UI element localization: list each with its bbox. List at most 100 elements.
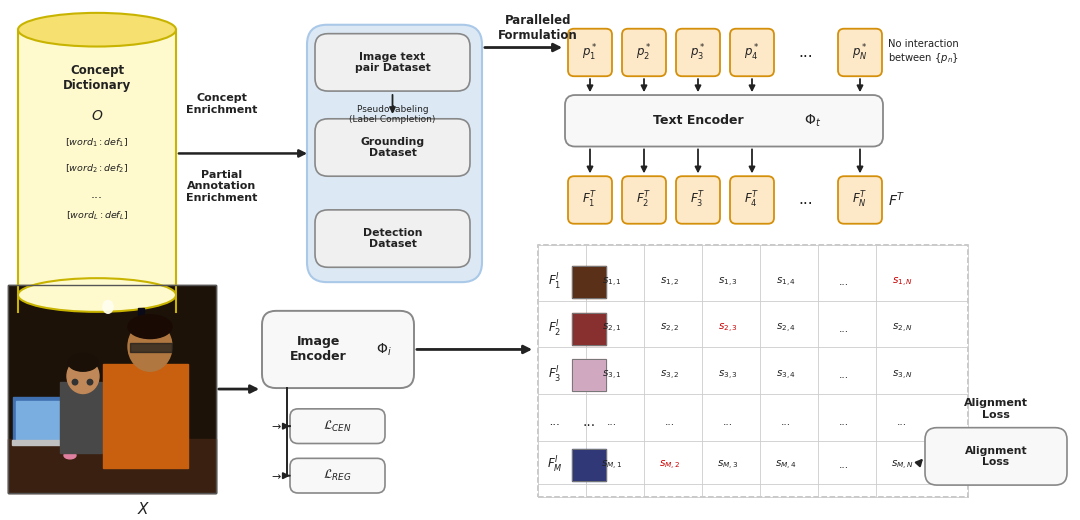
FancyBboxPatch shape [307, 25, 482, 282]
Text: Alignment
Loss: Alignment Loss [964, 446, 1027, 467]
Text: Concept
Enrichment: Concept Enrichment [187, 93, 258, 115]
FancyBboxPatch shape [315, 34, 470, 91]
Text: Partial
Annotation
Enrichment: Partial Annotation Enrichment [187, 170, 258, 203]
Text: $F_3^I$: $F_3^I$ [549, 365, 562, 385]
FancyBboxPatch shape [676, 29, 720, 76]
Text: ...: ... [550, 415, 561, 428]
Text: Alignment
Loss: Alignment Loss [964, 398, 1028, 420]
Ellipse shape [87, 380, 93, 385]
FancyBboxPatch shape [262, 311, 414, 388]
Text: $s_{1,N}$: $s_{1,N}$ [891, 276, 913, 289]
Text: $s_{M,1}$: $s_{M,1}$ [602, 459, 623, 472]
Text: $s_{3,N}$: $s_{3,N}$ [891, 369, 913, 382]
FancyBboxPatch shape [622, 29, 666, 76]
Text: $s_{3,1}$: $s_{3,1}$ [603, 369, 622, 382]
Bar [572, 449, 606, 481]
Text: $p_1^*$: $p_1^*$ [582, 43, 598, 62]
Text: ...: ... [896, 417, 907, 427]
Text: Text Encoder: Text Encoder [653, 114, 744, 127]
Ellipse shape [64, 452, 76, 459]
Text: $s_{1,2}$: $s_{1,2}$ [660, 276, 679, 289]
Text: $s_{M,4}$: $s_{M,4}$ [775, 459, 797, 472]
Text: $F^T$: $F^T$ [888, 191, 905, 209]
Text: $p_N^*$: $p_N^*$ [852, 43, 868, 62]
Text: $\rightarrow$: $\rightarrow$ [269, 471, 282, 480]
FancyBboxPatch shape [291, 409, 384, 444]
Text: $F_M^I$: $F_M^I$ [548, 455, 563, 475]
FancyBboxPatch shape [565, 95, 883, 147]
Text: $s_{2,4}$: $s_{2,4}$ [777, 322, 796, 335]
Text: ...: ... [607, 417, 617, 427]
Ellipse shape [18, 13, 176, 46]
Text: ...: ... [839, 417, 849, 427]
Text: Detection
Dataset: Detection Dataset [363, 228, 422, 250]
Text: $F_2^T$: $F_2^T$ [636, 190, 651, 210]
Text: $s_{3,3}$: $s_{3,3}$ [718, 369, 738, 382]
FancyBboxPatch shape [838, 29, 882, 76]
Bar [130, 343, 172, 353]
FancyBboxPatch shape [568, 176, 612, 224]
Text: Pseudo labeling
(Label Completion): Pseudo labeling (Label Completion) [349, 105, 435, 124]
Bar [572, 449, 606, 481]
Text: ...: ... [582, 415, 595, 428]
Text: ...: ... [839, 460, 849, 470]
Bar [8, 285, 216, 493]
FancyBboxPatch shape [315, 119, 470, 176]
Text: ...: ... [799, 45, 813, 60]
Ellipse shape [72, 380, 78, 385]
Bar [138, 308, 144, 422]
FancyBboxPatch shape [315, 210, 470, 267]
Text: $F_2^I$: $F_2^I$ [549, 319, 562, 339]
Text: $[word_1: def_1]$: $[word_1: def_1]$ [66, 137, 129, 149]
Text: ...: ... [781, 417, 791, 427]
Text: $s_{3,2}$: $s_{3,2}$ [660, 369, 679, 382]
FancyBboxPatch shape [924, 427, 1067, 485]
Text: $F_3^T$: $F_3^T$ [690, 190, 705, 210]
FancyBboxPatch shape [730, 29, 774, 76]
Text: ...: ... [839, 323, 849, 334]
Text: ...: ... [839, 277, 849, 287]
Text: $s_{1,4}$: $s_{1,4}$ [777, 276, 796, 289]
Text: Image
Encoder: Image Encoder [289, 335, 347, 363]
Bar [572, 266, 606, 298]
FancyBboxPatch shape [730, 176, 774, 224]
Ellipse shape [103, 301, 113, 314]
Text: $\mathcal{L}_{REG}$: $\mathcal{L}_{REG}$ [323, 468, 352, 483]
Bar [60, 382, 102, 453]
Text: $s_{M,3}$: $s_{M,3}$ [717, 459, 739, 472]
Bar [572, 359, 606, 391]
Ellipse shape [152, 368, 174, 410]
Bar [8, 438, 216, 493]
Text: ...: ... [665, 417, 675, 427]
Ellipse shape [67, 359, 99, 394]
Ellipse shape [129, 322, 172, 371]
Bar [572, 313, 606, 345]
Text: ...: ... [91, 188, 103, 201]
Text: $s_{3,4}$: $s_{3,4}$ [777, 369, 796, 382]
Text: $[word_L: def_L]$: $[word_L: def_L]$ [66, 210, 129, 223]
Text: $s_{2,N}$: $s_{2,N}$ [891, 322, 913, 335]
Text: $s_{M,2}$: $s_{M,2}$ [660, 459, 680, 472]
FancyBboxPatch shape [838, 176, 882, 224]
FancyBboxPatch shape [291, 458, 384, 493]
Text: Concept
Dictionary: Concept Dictionary [63, 64, 131, 93]
Bar [13, 397, 65, 441]
Bar [572, 359, 606, 391]
Bar [8, 285, 216, 493]
Ellipse shape [18, 278, 176, 312]
Ellipse shape [68, 354, 98, 371]
Text: No interaction
between $\{p_n\}$: No interaction between $\{p_n\}$ [888, 40, 959, 66]
Text: $s_{1,1}$: $s_{1,1}$ [603, 276, 622, 289]
FancyBboxPatch shape [622, 176, 666, 224]
Bar [572, 266, 606, 298]
Text: $s_{2,3}$: $s_{2,3}$ [718, 322, 738, 335]
Text: $F_1^I$: $F_1^I$ [549, 272, 562, 292]
Text: $F_N^T$: $F_N^T$ [852, 190, 867, 210]
Bar [12, 439, 68, 446]
Bar [103, 365, 188, 468]
Text: $[word_2: def_2]$: $[word_2: def_2]$ [66, 162, 129, 175]
Text: Paralleled
Formulation: Paralleled Formulation [498, 14, 578, 42]
Text: $p_3^*$: $p_3^*$ [690, 43, 706, 62]
Text: $p_2^*$: $p_2^*$ [636, 43, 652, 62]
Text: ...: ... [839, 370, 849, 380]
